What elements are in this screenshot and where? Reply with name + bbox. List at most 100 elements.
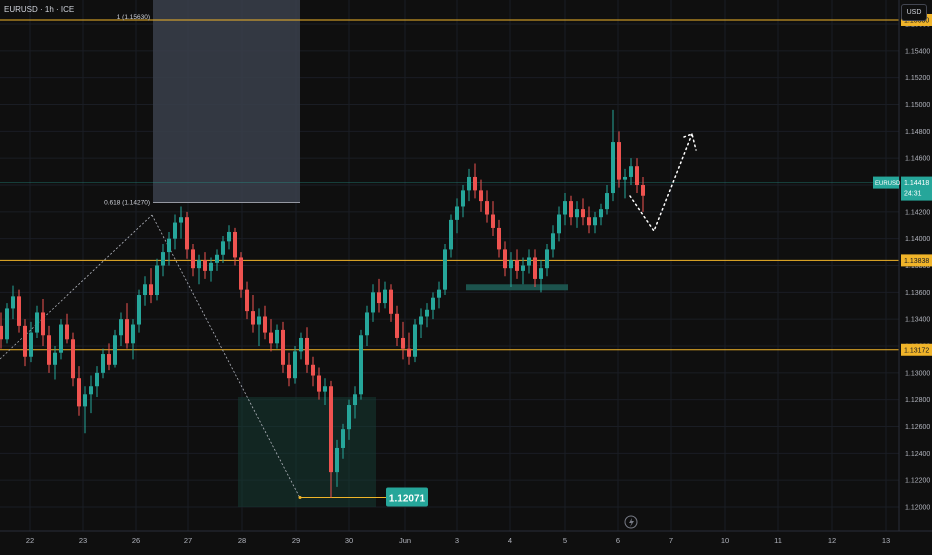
y-tick-label: 1.13000: [905, 370, 930, 377]
candle-body: [641, 185, 645, 196]
candle-body: [257, 316, 261, 325]
currency-button[interactable]: USD: [901, 4, 927, 21]
chart-labels: 1 (1.15630) 0.618 (1.14270) 1.12071: [104, 14, 428, 507]
candle-body: [29, 332, 33, 357]
candle-body: [569, 201, 573, 218]
candle-body: [173, 222, 177, 239]
candle-body: [149, 284, 153, 296]
candle-body: [53, 352, 57, 365]
candle-body: [251, 311, 255, 325]
candle-body: [425, 309, 429, 317]
candle-body: [575, 209, 579, 218]
trend-line-down[interactable]: [151, 214, 301, 499]
candle-body: [317, 375, 321, 392]
candle-body: [281, 329, 285, 365]
fib-label: 1 (1.15630): [117, 14, 150, 21]
candle-body: [131, 324, 135, 344]
candle-body: [563, 201, 567, 215]
y-tick-label: 1.14200: [905, 209, 930, 216]
candle-body: [119, 319, 123, 336]
demand-zone: [466, 284, 568, 291]
x-tick-label: 5: [563, 536, 567, 545]
candle-body: [299, 337, 303, 352]
candle-body: [509, 260, 513, 269]
x-tick-label: 3: [455, 536, 459, 545]
y-tick-label: 1.15200: [905, 75, 930, 82]
low-callout-box: [386, 487, 428, 507]
grid: [0, 0, 899, 531]
low-zone: [238, 397, 376, 507]
forecast-path[interactable]: [629, 133, 697, 233]
candle-body: [215, 254, 219, 263]
y-tick-label: 1.12800: [905, 397, 930, 404]
candle-body: [383, 289, 387, 304]
y-tick-label: 1.12400: [905, 451, 930, 458]
candle-body: [485, 201, 489, 215]
candle-body: [389, 289, 393, 314]
candle-body: [359, 335, 363, 395]
candle-body: [455, 206, 459, 220]
candle-body: [449, 219, 453, 250]
candles: [0, 109, 645, 498]
y-tick-label: 1.14600: [905, 156, 930, 163]
lightning-icon[interactable]: [624, 515, 638, 529]
candle-body: [203, 260, 207, 271]
candle-body: [551, 233, 555, 250]
candle-body: [503, 249, 507, 269]
horizontal-levels[interactable]: [0, 19, 899, 351]
y-tick-label: 1.14800: [905, 129, 930, 136]
current-price-tag: [901, 176, 932, 201]
candle-body: [581, 209, 585, 218]
y-tick-label: 1.13800: [905, 263, 930, 270]
level-price-tag-text: 1.13838: [904, 258, 929, 265]
candle-body: [185, 217, 189, 250]
candle-body: [221, 241, 225, 255]
candle-body: [335, 447, 339, 473]
time-axis[interactable]: 22 23 26 27 28 29 30 Jun 3 4 5 6 7 10 11 12 13: [26, 536, 890, 545]
candle-body: [233, 231, 237, 258]
y-tick-label: 1.12600: [905, 424, 930, 431]
candle-body: [101, 354, 105, 373]
candle-body: [521, 265, 525, 271]
candle-body: [593, 217, 597, 226]
highlight-zones: [153, 0, 568, 507]
candle-body: [17, 296, 21, 326]
candle-body: [11, 296, 15, 309]
candle-body: [137, 295, 141, 325]
candle-body: [275, 329, 279, 344]
x-tick-label: 12: [828, 536, 836, 545]
x-tick-label: 22: [26, 536, 34, 545]
level-price-tag-text: 1.13172: [904, 347, 929, 354]
low-callout: 1.12071: [386, 487, 428, 507]
countdown-tag-text: 24:31: [904, 191, 922, 198]
candle-body: [431, 297, 435, 310]
x-tick-label: 13: [882, 536, 890, 545]
symbol-title: EURUSD · 1h · ICE: [4, 5, 75, 14]
candle-body: [65, 324, 69, 340]
x-tick-label: 29: [292, 536, 300, 545]
candle-body: [341, 429, 345, 448]
candle-body: [545, 249, 549, 269]
y-tick-label: 1.13600: [905, 290, 930, 297]
candle-body: [5, 308, 9, 340]
candle-body: [515, 260, 519, 271]
candle-body: [527, 257, 531, 266]
candle-body: [347, 405, 351, 430]
candle-body: [113, 335, 117, 365]
candle-body: [329, 386, 333, 473]
y-tick-label: 1.13400: [905, 317, 930, 324]
low-marker-dot: [298, 495, 302, 499]
forecast-path-line[interactable]: [629, 133, 693, 233]
x-tick-label: 11: [774, 536, 782, 545]
candle-body: [635, 166, 639, 185]
trend-line-up[interactable]: [0, 214, 153, 360]
trend-drawings[interactable]: [0, 214, 388, 499]
candle-body: [353, 394, 357, 406]
x-tick-label: 28: [238, 536, 246, 545]
candle-body: [95, 372, 99, 387]
candle-body: [629, 166, 633, 177]
x-tick-label: 6: [616, 536, 620, 545]
